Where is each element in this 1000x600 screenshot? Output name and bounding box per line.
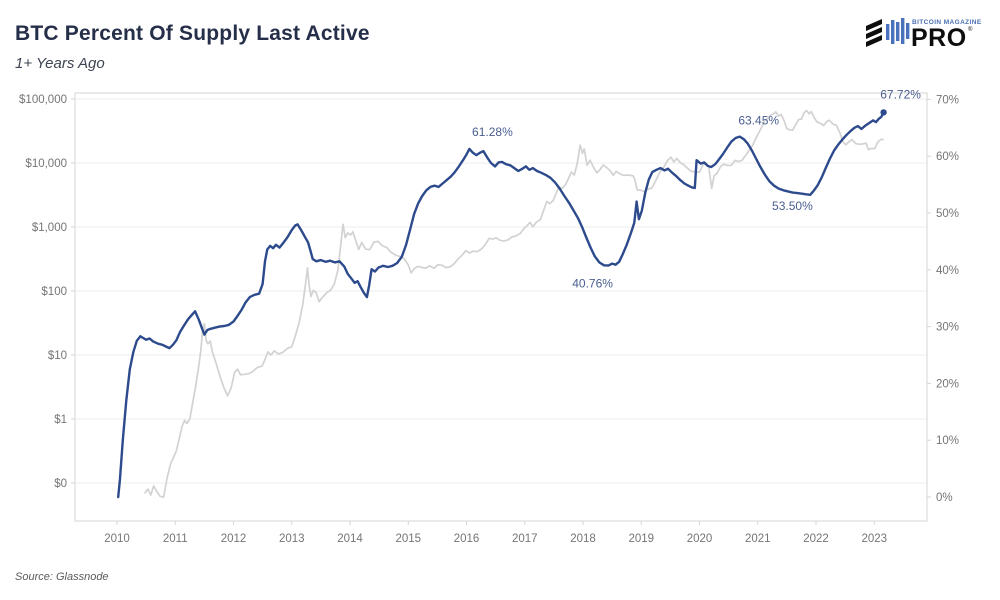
supply-last-active-line [116,111,885,499]
x-axis-tick-label: 2023 [861,533,887,545]
right-axis-tick-label: 50% [936,208,959,220]
x-axis-tick-label: 2014 [337,533,363,545]
bitcoin-magazine-icon [866,18,910,47]
left-axis-tick-label: $100 [41,286,67,298]
annotation-label: 53.50% [772,199,813,213]
left-axis-tick-label: $100,000 [19,94,67,106]
left-axis-tick-label: $10 [48,350,67,362]
annotation-label: 67.72% [880,87,921,101]
brand-text-pro: PRO [911,24,967,52]
left-axis-tick-label: $0 [54,478,67,490]
annotation-label: 61.28% [472,125,513,139]
x-axis-tick-label: 2019 [628,533,654,545]
page-title: BTC Percent Of Supply Last Active [15,22,370,45]
x-axis-tick-label: 2010 [104,533,130,545]
source-note: Source: Glassnode [15,571,109,583]
x-axis-tick-label: 2013 [279,533,305,545]
left-axis-tick-label: $1 [54,414,67,426]
right-axis-tick-label: 70% [936,94,959,106]
brand-text-small: BITCOIN MAGAZINE [912,19,982,26]
plot-frame [74,92,928,522]
x-axis-tick-label: 2022 [803,533,829,545]
btc-price-line [144,109,884,499]
x-axis-tick-label: 2021 [745,533,771,545]
right-axis-tick-label: 10% [936,435,959,447]
x-axis-tick-label: 2012 [221,533,247,545]
right-axis-tick-label: 30% [936,322,959,334]
x-axis-tick-label: 2011 [163,533,188,545]
page-subtitle: 1+ Years Ago [15,55,105,72]
right-axis-tick-label: 60% [936,151,959,163]
right-axis-tick-label: 40% [936,265,959,277]
annotation-label: 63.45% [738,114,779,128]
x-axis-tick-label: 2015 [395,533,421,545]
end-point-dot [880,109,887,116]
left-axis-tick-label: $10,000 [25,158,67,170]
brand-registered-mark: ® [968,26,973,33]
right-axis-tick-label: 0% [936,492,953,504]
right-axis-tick-label: 20% [936,378,959,390]
x-axis-tick-label: 2017 [512,533,538,545]
left-axis-tick-label: $1,000 [32,222,67,234]
annotation-label: 40.76% [572,277,613,291]
x-axis-tick-label: 2016 [454,533,480,545]
brand-logo: BITCOIN MAGAZINE PRO ® [866,18,982,52]
x-axis-tick-label: 2020 [687,533,713,545]
x-axis-tick-label: 2018 [570,533,596,545]
